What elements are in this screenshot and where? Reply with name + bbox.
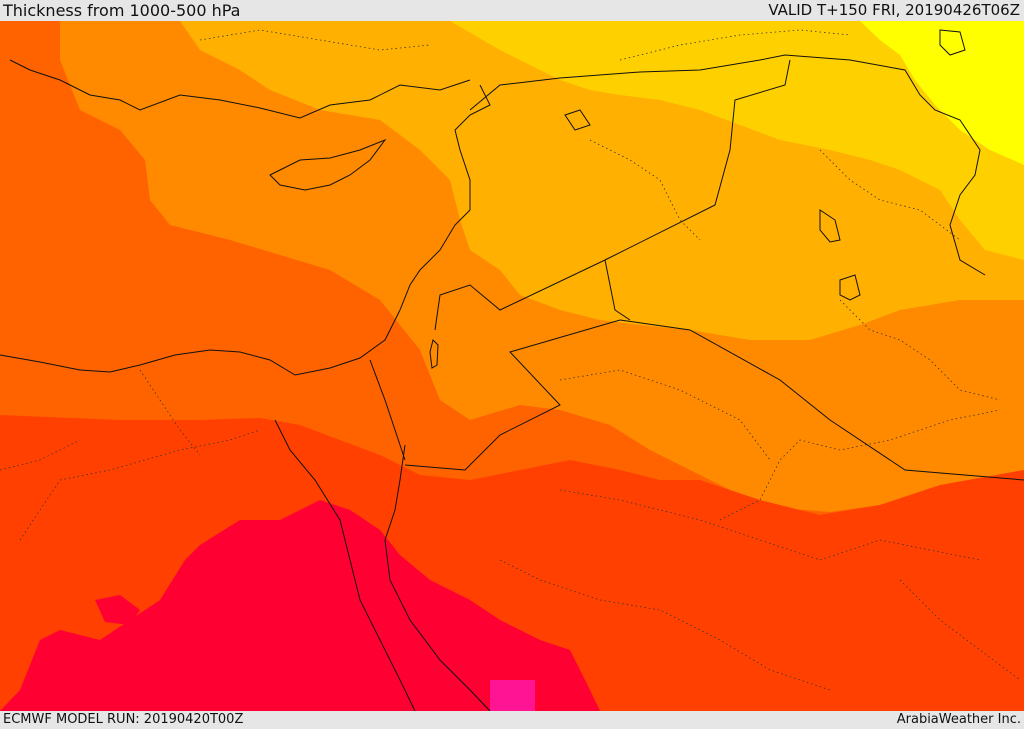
- model-run-label: ECMWF MODEL RUN: 20190420T00Z: [3, 712, 244, 727]
- coastline-turkey-south: [9, 59, 471, 119]
- dead-sea: [429, 339, 439, 369]
- border-turkey-syria: [469, 54, 986, 276]
- thickness-band-crimson-patch: [95, 595, 140, 625]
- credit-label: ArabiaWeather Inc.: [896, 712, 1021, 727]
- lake-habbaniyah: [839, 274, 861, 301]
- thickness-band-yellow: [860, 21, 1024, 165]
- lake-tharthar: [819, 209, 841, 243]
- border-saudi-north: [404, 319, 1024, 481]
- province-borders: [0, 29, 1021, 691]
- coastline-gulf-of-suez: [274, 419, 416, 711]
- coastline-gulf-of-aqaba: [384, 444, 491, 711]
- thickness-band-crimson: [0, 500, 600, 711]
- border-egypt-israel: [369, 359, 406, 461]
- lake-assad: [564, 109, 591, 131]
- border-syria-iraq: [604, 59, 791, 261]
- map-title: Thickness from 1000-500 hPa: [3, 1, 241, 20]
- lake-van: [939, 29, 966, 56]
- island-cyprus: [269, 138, 387, 191]
- valid-time-label: VALID T+150 FRI, 20190426T06Z: [768, 1, 1020, 19]
- thickness-map: [0, 21, 1024, 711]
- thickness-band-gold: [450, 21, 1024, 260]
- footer-bar: ECMWF MODEL RUN: 20190420T00Z ArabiaWeat…: [0, 711, 1024, 729]
- border-jordan-iraq: [434, 259, 631, 331]
- header-bar: Thickness from 1000-500 hPa VALID T+150 …: [0, 0, 1024, 21]
- coastline-mediterranean: [0, 84, 491, 376]
- thickness-band-magenta: [490, 680, 535, 711]
